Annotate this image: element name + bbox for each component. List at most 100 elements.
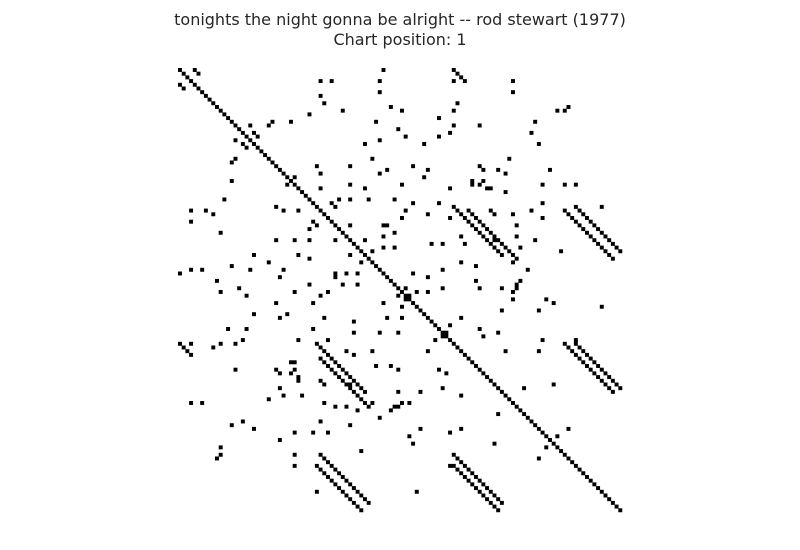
matrix-cell-110-77 <box>462 475 467 479</box>
matrix-cell-38-28 <box>281 208 286 213</box>
matrix-cell-84-32 <box>296 378 301 383</box>
matrix-cell-83-43 <box>337 375 342 380</box>
matrix-cell-35-58 <box>392 197 397 202</box>
chart-title-block: tonights the night gonna be alright -- r… <box>0 10 800 50</box>
matrix-cell-44-44 <box>340 230 345 235</box>
matrix-cell-45-82 <box>481 234 486 239</box>
matrix-cell-51-117 <box>610 256 615 261</box>
matrix-cell-61-62 <box>407 293 412 298</box>
matrix-cell-114-64 <box>414 489 419 494</box>
matrix-cell-76-97 <box>536 349 541 354</box>
matrix-cell-113-113 <box>596 486 601 491</box>
matrix-cell-84-44 <box>340 378 345 383</box>
matrix-cell-86-27 <box>277 386 282 391</box>
matrix-cell-24-24 <box>266 156 271 161</box>
matrix-cell-17-73 <box>448 130 453 135</box>
matrix-cell-93-93 <box>522 412 527 417</box>
matrix-cell-97-65 <box>418 426 423 431</box>
matrix-cell-85-85 <box>492 382 497 387</box>
matrix-cell-45-45 <box>344 234 349 239</box>
matrix-cell-1-5 <box>196 71 201 76</box>
matrix-cell-108-42 <box>333 467 338 472</box>
matrix-cell-52-52 <box>370 260 375 265</box>
matrix-cell-101-101 <box>551 441 556 446</box>
matrix-cell-15-81 <box>477 123 482 128</box>
matrix-cell-98-98 <box>540 430 545 435</box>
matrix-cell-60-11 <box>218 290 223 294</box>
matrix-cell-95-95 <box>529 419 534 424</box>
matrix-cell-73-98 <box>540 338 545 343</box>
matrix-cell-115-115 <box>603 493 608 498</box>
matrix-cell-15-74 <box>451 123 456 128</box>
matrix-cell-58-91 <box>514 282 519 287</box>
matrix-cell-119-86 <box>496 508 501 513</box>
matrix-cell-114-81 <box>477 489 482 494</box>
matrix-cell-31-107 <box>573 182 578 187</box>
matrix-cell-35-46 <box>348 197 353 202</box>
matrix-cell-54-6 <box>200 267 205 272</box>
matrix-cell-42-42 <box>333 223 338 228</box>
matrix-cell-107-107 <box>573 463 578 468</box>
matrix-cell-109-109 <box>581 471 586 476</box>
matrix-cell-28-28 <box>281 171 286 176</box>
matrix-cell-117-84 <box>488 500 493 505</box>
matrix-cell-37-26 <box>274 204 279 209</box>
matrix-cell-91-59 <box>396 404 401 409</box>
matrix-cell-79-79 <box>470 360 475 365</box>
matrix-cell-109-79 <box>470 471 475 476</box>
matrix-cell-54-71 <box>440 267 445 272</box>
matrix-cell-47-84 <box>488 241 493 246</box>
matrix-cell-99-102 <box>555 434 560 439</box>
matrix-cell-34-34 <box>303 193 308 198</box>
matrix-cell-67-67 <box>425 315 430 320</box>
matrix-cell-20-20 <box>252 142 256 146</box>
matrix-cell-27-82 <box>481 167 486 172</box>
matrix-cell-82-72 <box>444 371 449 376</box>
matrix-cell-86-93 <box>522 386 527 391</box>
matrix-cell-86-46 <box>348 386 353 391</box>
matrix-cell-90-3 <box>189 401 194 405</box>
matrix-cell-56-67 <box>425 275 430 280</box>
matrix-cell-66-66 <box>422 312 427 317</box>
matrix-cell-3-74 <box>451 79 456 84</box>
matrix-cell-71-54 <box>377 330 382 335</box>
matrix-cell-49-49 <box>359 249 364 254</box>
matrix-cell-90-50 <box>363 401 367 405</box>
matrix-cell-114-44 <box>340 489 345 494</box>
matrix-cell-73-107 <box>573 338 578 343</box>
matrix-cell-47-117 <box>610 241 615 246</box>
matrix-cell-48-55 <box>381 245 386 250</box>
matrix-cell-90-90 <box>511 401 515 405</box>
matrix-cell-107-41 <box>329 463 334 468</box>
matrix-cell-89-89 <box>507 397 512 402</box>
matrix-cell-82-42 <box>333 371 338 376</box>
matrix-cell-85-115 <box>603 382 608 387</box>
matrix-cell-39-9 <box>211 212 216 217</box>
matrix-cell-48-118 <box>614 245 619 250</box>
matrix-cell-118-48 <box>355 504 360 509</box>
matrix-cell-59-71 <box>440 286 445 291</box>
matrix-cell-75-1 <box>181 345 186 350</box>
matrix-cell-112-46 <box>348 482 353 487</box>
matrix-cell-12-35 <box>307 112 312 117</box>
matrix-cell-62-90 <box>511 297 515 302</box>
matrix-cell-15-24 <box>266 123 271 128</box>
matrix-cell-6-54 <box>377 90 382 95</box>
matrix-cell-97-105 <box>566 426 571 431</box>
matrix-cell-36-41 <box>329 201 334 206</box>
matrix-cell-11-74 <box>451 108 456 113</box>
matrix-cell-76-76 <box>459 349 464 354</box>
matrix-cell-91-91 <box>514 404 519 409</box>
matrix-cell-85-101 <box>551 382 556 387</box>
matrix-cell-54-28 <box>281 267 286 272</box>
matrix-cell-80-43 <box>337 364 342 368</box>
matrix-cell-35-43 <box>337 197 342 202</box>
matrix-cell-44-110 <box>585 230 589 235</box>
matrix-cell-110-110 <box>585 475 589 479</box>
matrix-cell-71-59 <box>396 330 401 335</box>
matrix-cell-64-64 <box>414 304 419 309</box>
matrix-cell-63-26 <box>274 301 279 306</box>
matrix-cell-83-46 <box>348 375 353 380</box>
matrix-cell-73-69 <box>433 338 438 343</box>
matrix-cell-117-117 <box>610 500 615 505</box>
